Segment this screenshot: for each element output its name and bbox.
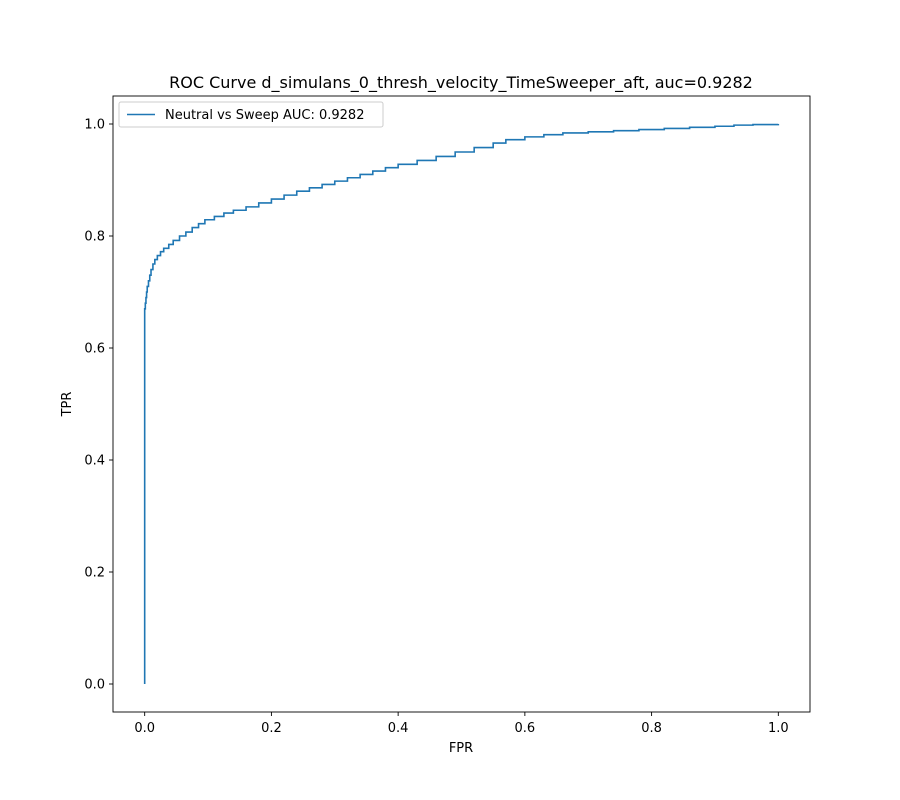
y-axis-label: TPR <box>60 392 75 418</box>
y-tick-label: 0.8 <box>84 230 105 245</box>
legend-box <box>118 101 384 128</box>
x-tick-label: 0.0 <box>134 721 155 736</box>
x-axis-label: FPR <box>449 741 473 756</box>
x-tick-label: 0.6 <box>515 721 536 736</box>
x-tick-label: 0.8 <box>641 721 662 736</box>
roc-series-line-0 <box>143 123 780 684</box>
x-tick-label: 0.2 <box>261 721 282 736</box>
plot-area: 0.0 0.2 0.4 0.6 0.8 1.0 0.0 0.2 0.4 0.6 0.8 1.0 Neut… <box>84 95 811 736</box>
legend-label: Neutral vs Sweep AUC: 0.9282 <box>165 108 364 123</box>
chart-title: ROC Curve d_simulans_0_thresh_velocity_T… <box>169 73 753 93</box>
y-tick-label: 0.4 <box>84 454 105 469</box>
y-tick-label: 1.0 <box>84 118 105 133</box>
x-tick-label: 0.4 <box>388 721 409 736</box>
axes-frame <box>112 95 811 713</box>
y-tick-label: 0.6 <box>84 342 105 357</box>
x-tick-label: 1.0 <box>768 721 789 736</box>
y-tick-label: 0.0 <box>84 678 105 693</box>
y-tick-label: 0.2 <box>84 566 105 581</box>
